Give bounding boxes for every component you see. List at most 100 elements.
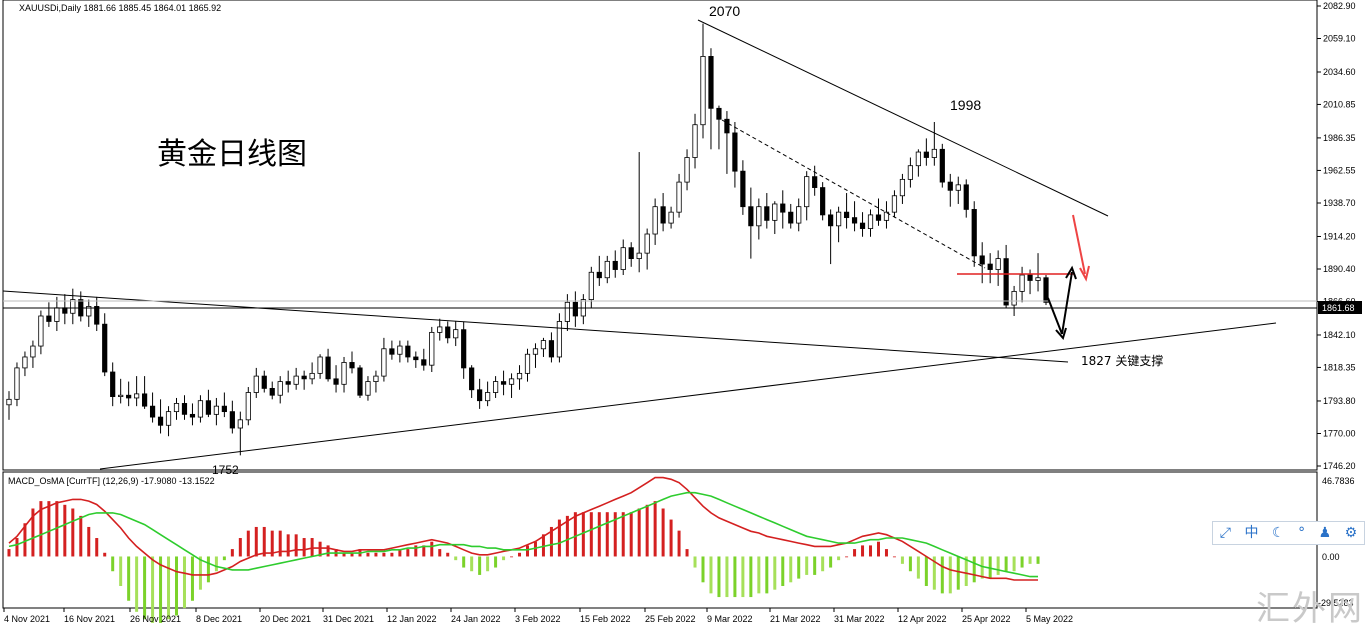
macd-histogram-bar <box>366 552 370 557</box>
bull-candle <box>915 151 921 167</box>
bull-candle <box>756 206 762 227</box>
macd-histogram-bar <box>573 512 577 557</box>
macd-histogram-bar <box>374 552 378 557</box>
bull-candle <box>516 372 523 380</box>
bear-candle <box>469 367 475 391</box>
macd-histogram-bar <box>175 556 179 616</box>
macd-histogram-bar <box>797 556 801 579</box>
macd-histogram-bar <box>837 556 841 561</box>
macd-histogram-bar <box>23 523 27 557</box>
bull-candle <box>277 381 283 396</box>
macd-histogram-bar <box>238 538 242 557</box>
user-icon[interactable]: ♟ <box>1318 525 1332 541</box>
macd-histogram-bar <box>741 556 745 598</box>
bull-candle <box>620 247 626 270</box>
time-tick-label: 16 Nov 2021 <box>64 614 115 624</box>
bear-candle <box>812 176 818 188</box>
black-down-arrowhead <box>1055 327 1067 341</box>
time-tick-label: 15 Feb 2022 <box>580 614 631 624</box>
macd-histogram-bar <box>645 504 649 557</box>
bull-candle <box>604 260 610 279</box>
bear-candle <box>843 211 850 219</box>
macd-histogram-bar <box>924 556 928 586</box>
support-label: 1827 关键支撑 <box>1081 353 1163 368</box>
bear-candle <box>548 340 555 358</box>
macd-histogram-bar <box>861 545 865 557</box>
bear-candle <box>269 387 275 396</box>
macd-histogram-bar <box>829 556 833 568</box>
bull-candle <box>134 393 140 399</box>
macd-histogram-bar <box>876 541 880 557</box>
macd-histogram-bar <box>494 556 498 568</box>
bear-candle <box>748 206 754 227</box>
macd-histogram-bar <box>390 552 394 557</box>
bear-candle <box>141 393 148 407</box>
gear-icon[interactable]: ⚙ <box>1344 525 1358 541</box>
bear-candle <box>461 329 467 369</box>
bear-candle <box>325 356 331 380</box>
language-icon[interactable]: 中 <box>1244 525 1259 541</box>
macd-histogram-bar <box>669 519 673 557</box>
macd-histogram-bar <box>278 530 282 557</box>
macd-histogram-bar <box>127 556 131 601</box>
macd-histogram-bar <box>621 512 625 557</box>
bid-price-tag <box>1318 301 1362 314</box>
bear-candle <box>612 260 618 270</box>
bear-candle <box>157 416 164 426</box>
bear-candle <box>572 301 578 317</box>
moon-icon[interactable]: ☾ <box>1271 525 1285 541</box>
time-tick-label: 25 Apr 2022 <box>962 614 1011 624</box>
bear-candle <box>596 271 602 279</box>
macd-histogram-bar <box>821 556 825 572</box>
time-tick-label: 25 Feb 2022 <box>645 614 696 624</box>
time-tick-label: 31 Mar 2022 <box>834 614 885 624</box>
bull-candle <box>995 258 1001 270</box>
bear-candle <box>445 326 451 339</box>
red-down-arrow <box>1072 214 1086 275</box>
macd-histogram-bar <box>892 556 896 558</box>
macd-histogram-bar <box>486 556 490 572</box>
macd-histogram-bar <box>1036 556 1040 564</box>
time-tick-label: 8 Dec 2021 <box>196 614 242 624</box>
bull-candle <box>197 400 204 418</box>
bull-candle <box>836 211 842 227</box>
bear-candle <box>971 209 977 257</box>
bull-candle <box>492 381 499 393</box>
bull-candle <box>891 195 898 213</box>
bear-candle <box>229 411 235 429</box>
bull-candle <box>437 326 443 333</box>
high-label: 2070 <box>709 3 740 19</box>
bull-candle <box>676 181 682 213</box>
bear-candle <box>875 214 882 221</box>
bull-candle <box>30 345 36 358</box>
macd-histogram-bar <box>502 556 506 561</box>
bull-candle <box>899 178 906 197</box>
bear-candle <box>708 56 714 109</box>
bull-candle <box>173 403 180 413</box>
macd-histogram-bar <box>190 556 194 601</box>
macd-histogram-bar <box>661 508 665 557</box>
bear-candle <box>477 389 483 402</box>
main-header: XAUUSDi,Daily 1881.66 1885.45 1864.01 18… <box>19 3 221 13</box>
macd-histogram-bar <box>884 549 888 557</box>
bull-candle <box>485 392 491 402</box>
expand-icon[interactable]: ⤢ <box>1219 525 1231 541</box>
macd-histogram-bar <box>717 556 721 598</box>
macd-histogram-bar <box>182 556 186 609</box>
bear-candle <box>820 187 826 216</box>
red-down-arrowhead <box>1079 265 1090 282</box>
time-tick-label: 20 Dec 2021 <box>260 614 311 624</box>
price-axis: 2082.90 2059.10 2034.60 2010.85 1986.35 1962.… <box>1317 1 1356 471</box>
macd-histogram-bar <box>725 556 729 598</box>
macd-histogram-bar <box>214 556 218 572</box>
bear-candle <box>1003 258 1009 306</box>
bull-candle <box>86 306 92 317</box>
macd-histogram-bar <box>685 549 689 557</box>
bull-candle <box>700 56 706 126</box>
price-tick-label: 1986.35 <box>1323 133 1356 143</box>
bull-candle <box>644 233 650 254</box>
macd-panel-frame <box>2 471 1318 609</box>
bear-candle <box>301 375 307 380</box>
dot-icon[interactable]: ° <box>1298 525 1306 541</box>
